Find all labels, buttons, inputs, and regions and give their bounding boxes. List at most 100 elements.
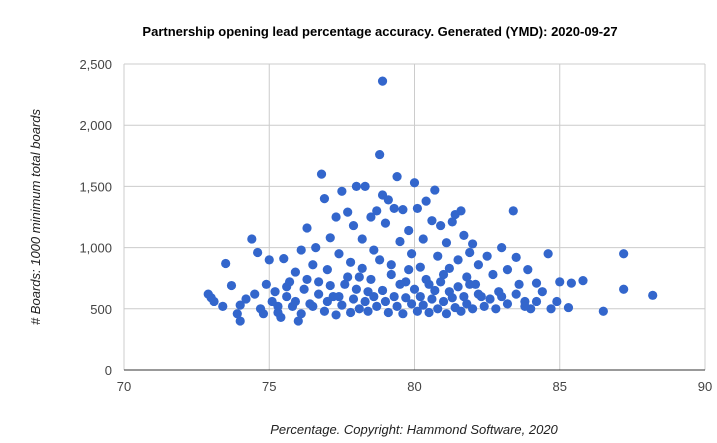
data-point [543,249,553,259]
data-point [377,76,388,86]
data-point [375,255,385,265]
data-point [473,289,484,299]
data-point [401,293,411,303]
data-point [235,300,245,310]
data-point [598,306,608,316]
data-point [438,269,449,280]
data-point [497,243,507,253]
data-point [264,255,274,265]
chart-title: Partnership opening lead percentage accu… [142,24,617,39]
data-point [415,262,425,272]
data-point [386,260,396,270]
data-point [433,304,443,314]
data-point [459,230,469,240]
data-point [261,279,271,289]
data-point [453,255,463,265]
data-point [290,267,300,277]
data-point [389,203,399,214]
data-point [357,263,367,274]
data-point [514,279,524,289]
data-point [389,291,399,302]
data-point [273,301,283,311]
data-point [418,234,428,244]
data-point [459,291,469,302]
data-point [441,238,452,248]
data-point [282,291,292,302]
data-point [523,265,533,275]
data-point [348,294,359,304]
data-point [395,279,405,289]
data-point [334,249,344,259]
data-point [366,212,376,222]
x-tick-label: 90 [698,379,712,394]
data-point [299,284,309,294]
data-point [409,284,420,294]
data-point [293,316,303,326]
data-point [398,205,408,215]
data-point [380,218,391,228]
data-point [511,252,521,262]
data-point [488,269,498,280]
data-point [531,296,542,307]
data-point [241,294,251,304]
data-point [415,291,425,302]
data-point [404,265,414,275]
data-point [375,149,385,160]
data-point [456,306,466,316]
data-point [258,309,269,319]
data-point [398,309,408,319]
data-point [465,279,475,289]
data-point [409,178,420,188]
data-point [619,284,629,294]
data-point [226,280,237,291]
data-point [325,280,335,291]
data-point [314,289,324,299]
y-tick-label: 1,000 [79,241,112,256]
data-point [438,296,449,307]
data-point [566,278,576,288]
data-point [250,289,260,299]
data-point [430,285,440,296]
data-point [555,277,565,287]
y-tick-label: 2,000 [79,118,112,133]
data-point [221,258,231,269]
data-point [552,296,562,307]
data-point [462,272,472,282]
data-point [282,282,292,292]
data-point [456,206,466,216]
data-point [276,312,286,322]
data-point [430,185,440,195]
data-point [325,233,335,243]
data-point [363,306,373,316]
data-point [302,274,312,285]
data-point [337,300,347,310]
data-point [334,291,344,302]
data-point [502,299,513,309]
y-tick-label: 500 [90,302,112,317]
data-point [319,194,330,204]
data-point [345,257,356,267]
y-tick-label: 0 [105,363,112,378]
data-point [436,220,446,231]
data-point [447,293,457,303]
data-point [444,263,454,274]
data-point [406,249,417,259]
data-point [404,225,414,236]
x-tick-label: 75 [262,379,276,394]
data-point [279,254,289,264]
data-point [218,301,228,311]
data-point [473,260,484,270]
data-point [563,302,574,313]
y-tick-label: 2,500 [79,57,112,72]
data-point [343,207,353,217]
data-point [340,279,350,289]
data-point [406,299,417,309]
data-point [436,277,446,287]
data-point [253,247,263,258]
data-point [331,310,341,320]
data-point [322,265,332,275]
data-point [380,296,391,307]
data-point [270,287,280,297]
data-point [441,309,452,319]
